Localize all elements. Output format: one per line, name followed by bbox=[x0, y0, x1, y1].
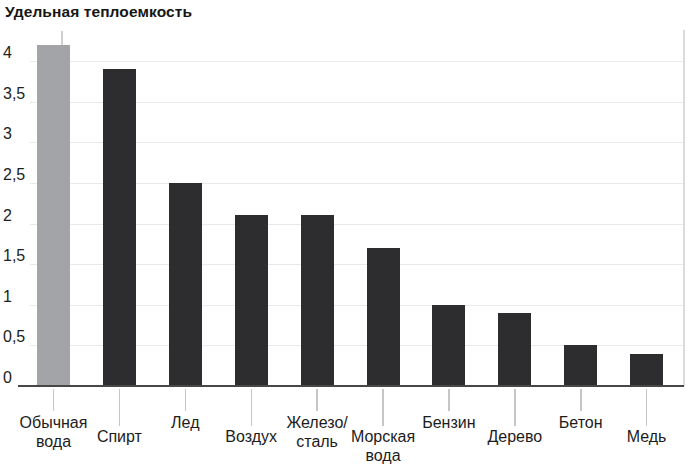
x-axis-label-line: Медь bbox=[599, 428, 688, 447]
category-leader-line bbox=[580, 389, 582, 411]
category-leader-line bbox=[382, 389, 384, 426]
category-leader-line bbox=[646, 389, 648, 426]
chart-title: Удельная теплоемкость bbox=[5, 3, 192, 21]
bar bbox=[432, 305, 465, 386]
bar bbox=[367, 248, 400, 386]
category-leader-line bbox=[185, 389, 187, 411]
plot-right-border bbox=[683, 30, 685, 386]
category-leader-line bbox=[53, 389, 55, 411]
y-axis-tick-label: 2 bbox=[3, 207, 33, 225]
category-leader-line bbox=[119, 389, 121, 426]
y-axis-tick-label: 3 bbox=[3, 125, 33, 143]
bar bbox=[235, 215, 268, 386]
bar bbox=[630, 354, 663, 387]
x-axis-line bbox=[18, 385, 684, 388]
bar bbox=[301, 215, 334, 386]
y-axis-tick-label: 1,5 bbox=[3, 247, 33, 265]
gridline bbox=[30, 61, 684, 62]
x-axis-label: Медь bbox=[599, 428, 688, 447]
y-axis-tick-label: 0,5 bbox=[3, 328, 33, 346]
y-axis-tick-label: 2,5 bbox=[3, 166, 33, 184]
x-axis-label-line: вода bbox=[335, 447, 431, 466]
bar bbox=[103, 69, 136, 386]
category-leader-line bbox=[316, 389, 318, 411]
bar-chart: Удельная теплоемкость 00,511,522,533,54О… bbox=[0, 0, 688, 473]
category-leader-line bbox=[514, 389, 516, 426]
y-axis-tick-label: 4 bbox=[3, 44, 33, 62]
x-axis-label: Морскаявода bbox=[335, 428, 431, 465]
y-axis-tick-label: 1 bbox=[3, 288, 33, 306]
bar bbox=[498, 313, 531, 386]
category-leader-line bbox=[251, 389, 253, 426]
bar bbox=[37, 45, 70, 386]
category-leader-line bbox=[448, 389, 450, 411]
bar bbox=[564, 345, 597, 386]
y-axis-top-tick bbox=[61, 31, 63, 46]
bar bbox=[169, 183, 202, 386]
y-axis-tick-label: 3,5 bbox=[3, 85, 33, 103]
